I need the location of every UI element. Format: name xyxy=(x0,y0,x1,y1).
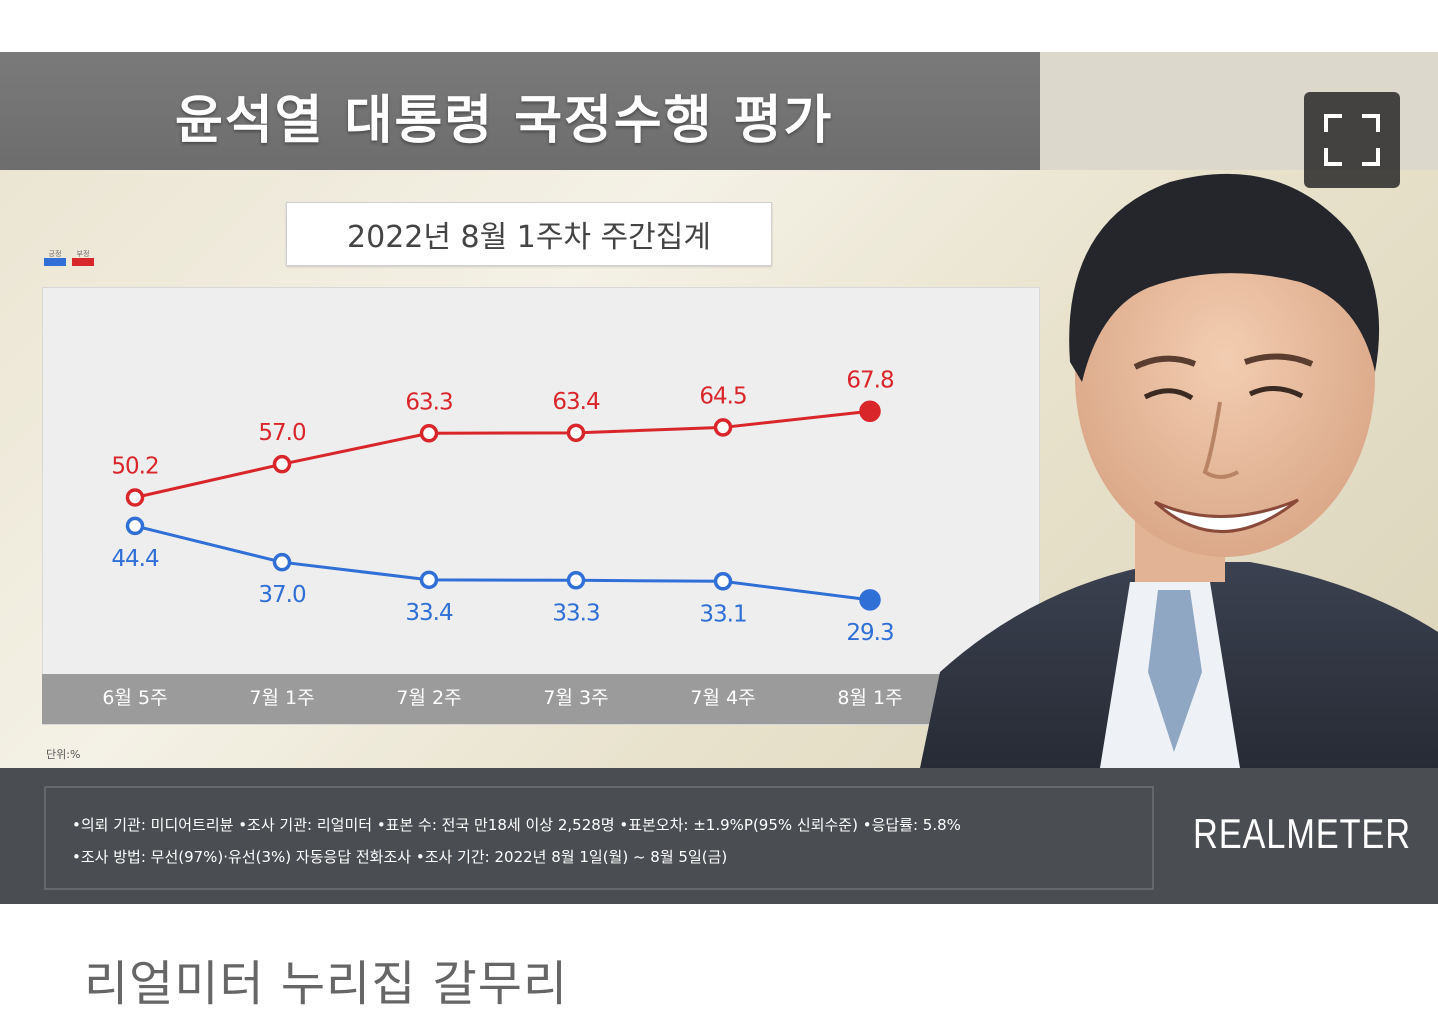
data-label-negative: 67.8 xyxy=(846,367,894,393)
legend: 긍정 부정 xyxy=(44,250,94,266)
x-tick-label: 7월 1주 xyxy=(249,687,314,709)
data-label-positive: 29.3 xyxy=(846,620,893,646)
realmeter-logo: REALMETER xyxy=(1193,810,1411,857)
data-label-positive: 33.1 xyxy=(699,601,746,627)
x-axis-bar xyxy=(42,674,1038,724)
data-point-negative xyxy=(419,424,439,443)
chart-card: 윤석열 대통령 국정수행 평가 2022년 8월 1주차 주간집계 긍정 부정 … xyxy=(0,52,1438,904)
data-point-positive xyxy=(125,516,145,536)
chart-title: 윤석열 대통령 국정수행 평가 xyxy=(175,91,834,151)
legend-item-positive: 긍정 xyxy=(44,250,66,266)
data-point-negative xyxy=(859,400,881,423)
unit-label: 단위:% xyxy=(46,748,81,761)
title-bar: 윤석열 대통령 국정수행 평가 xyxy=(0,52,1040,170)
data-point-negative xyxy=(125,488,145,507)
data-label-negative: 64.5 xyxy=(699,383,746,409)
data-label-positive: 33.4 xyxy=(405,600,453,626)
line-chart: 6월 5주 7월 1주 7월 2주 7월 3주 7월 4주 8월 1주 50.2 57.0 63… xyxy=(102,367,902,709)
survey-info-line-1: •의뢰 기관: 미디어트리뷴 •조사 기관: 리얼미터 •표본 수: 전국 만1… xyxy=(72,816,961,834)
survey-info-footer: •의뢰 기관: 미디어트리뷴 •조사 기관: 리얼미터 •표본 수: 전국 만1… xyxy=(0,768,1438,904)
data-point-negative xyxy=(713,418,733,437)
data-point-negative xyxy=(566,423,586,443)
x-tick-label: 7월 2주 xyxy=(396,687,461,709)
x-tick-label: 7월 4주 xyxy=(690,687,755,709)
legend-item-negative: 부정 xyxy=(72,250,94,266)
x-tick-label: 6월 5주 xyxy=(102,687,167,709)
survey-info-box: •의뢰 기관: 미디어트리뷴 •조사 기관: 리얼미터 •표본 수: 전국 만1… xyxy=(44,786,1154,890)
series-line-positive xyxy=(134,524,871,602)
data-point-positive xyxy=(419,570,439,590)
legend-label-positive: 긍정 xyxy=(48,250,62,258)
data-label-positive: 44.4 xyxy=(111,546,159,572)
fullscreen-icon xyxy=(1324,114,1380,166)
x-tick-label: 7월 3주 xyxy=(543,687,608,709)
data-point-positive xyxy=(859,589,881,611)
data-label-negative: 57.0 xyxy=(258,420,306,446)
data-label-positive: 33.3 xyxy=(552,600,599,626)
legend-label-negative: 부정 xyxy=(76,250,90,258)
plot-area xyxy=(42,287,1040,725)
data-point-negative xyxy=(272,454,292,474)
fullscreen-button[interactable] xyxy=(1304,92,1400,188)
series-line-negative xyxy=(134,409,871,499)
data-label-negative: 50.2 xyxy=(111,454,158,480)
data-point-positive xyxy=(272,552,292,572)
data-point-positive xyxy=(713,572,733,591)
chart-subtitle: 2022년 8월 1주차 주간집계 xyxy=(286,202,772,266)
data-point-positive xyxy=(566,571,586,590)
data-label-negative: 63.4 xyxy=(552,389,600,415)
survey-info-line-2: •조사 방법: 무선(97%)·유선(3%) 자동응답 전화조사 •조사 기간:… xyxy=(72,848,728,866)
legend-swatch-positive xyxy=(44,258,66,266)
x-tick-label: 8월 1주 xyxy=(837,687,902,709)
portrait-photo xyxy=(920,173,1438,768)
image-caption: 리얼미터 누리집 갈무리 xyxy=(84,956,569,1012)
data-label-negative: 63.3 xyxy=(405,389,452,415)
data-label-positive: 37.0 xyxy=(258,582,306,608)
legend-swatch-negative xyxy=(72,258,94,266)
